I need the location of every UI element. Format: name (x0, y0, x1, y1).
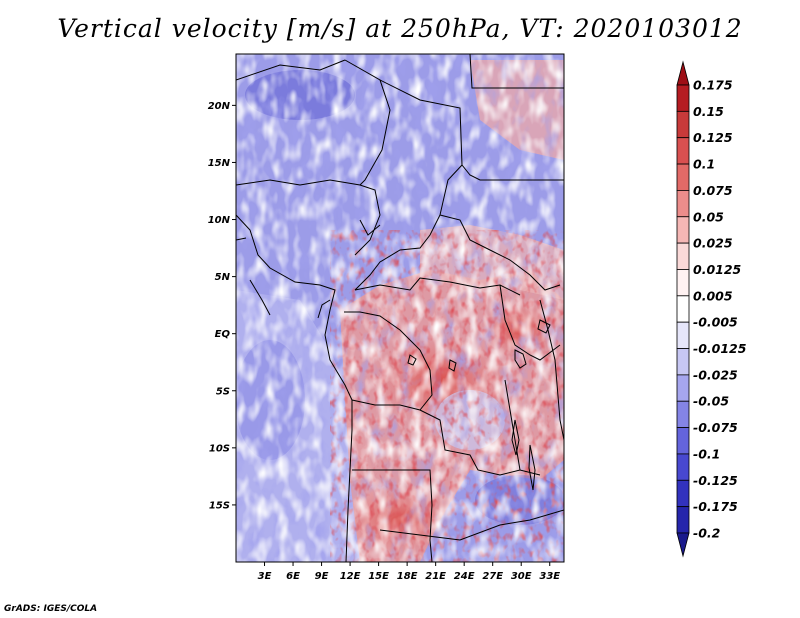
colorbar-label: 0.1 (693, 157, 715, 172)
country-borders (236, 54, 564, 562)
colorbar-label: -0.175 (693, 499, 738, 514)
lon-tick-label: 27E (482, 571, 503, 582)
lon-tick-label: 15E (368, 571, 389, 582)
lat-tick-label: EQ (215, 329, 231, 340)
colorbar-swatch (676, 269, 690, 297)
colorbar-swatch (676, 427, 690, 455)
colorbar-swatch (676, 84, 690, 112)
colorbar-swatch (676, 163, 690, 191)
plot-frame (235, 53, 565, 563)
colorbar-swatch (676, 216, 690, 244)
lon-tick-label: 21E (425, 571, 446, 582)
colorbar-swatch (676, 190, 690, 218)
vertical-velocity-field (236, 54, 564, 562)
latitude-axis: 20N 15N 10N 5N EQ 5S 10S 15S (208, 101, 236, 511)
longitude-axis: 3E 6E 9E 12E 15E 18E 21E 24E 27E 30E 33E (258, 562, 560, 582)
lat-tick-label: 15N (208, 158, 231, 169)
colorbar-label: 0.0125 (693, 262, 742, 277)
colorbar-label: 0.075 (693, 183, 733, 198)
grads-credit: GrADS: IGES/COLA (4, 604, 98, 614)
colorbar-swatch (676, 506, 690, 534)
colorbar-label: 0.175 (693, 78, 733, 93)
lon-tick-label: 24E (454, 571, 475, 582)
colorbar-max-arrow (676, 60, 690, 86)
colorbar-label: 0.025 (693, 236, 733, 251)
colorbar-swatch (676, 374, 690, 402)
lat-tick-label: 15S (209, 500, 230, 511)
lat-tick-label: 10S (209, 443, 230, 454)
lon-tick-label: 12E (340, 571, 361, 582)
colorbar-swatch (676, 453, 690, 481)
colorbar: 0.175 0.15 0.125 0.1 0.075 0.05 0.025 0.0125 0.0… (676, 60, 747, 558)
lon-tick-label: 3E (258, 571, 272, 582)
colorbar-swatch (676, 348, 690, 376)
lat-tick-label: 5S (216, 386, 230, 397)
colorbar-swatch (676, 479, 690, 508)
colorbar-swatch (676, 321, 690, 349)
colorbar-swatch (676, 110, 690, 139)
colorbar-label: 0.125 (693, 130, 733, 145)
lon-tick-label: 33E (539, 571, 560, 582)
colorbar-label: -0.1 (693, 446, 720, 461)
lat-tick-label: 10N (208, 215, 231, 226)
colorbar-label: 0.005 (693, 288, 733, 303)
colorbar-label: -0.0125 (693, 341, 747, 356)
colorbar-label: -0.075 (693, 420, 738, 435)
colorbar-label: -0.125 (693, 473, 738, 488)
lon-tick-label: 9E (315, 571, 329, 582)
lat-tick-label: 20N (208, 101, 231, 112)
colorbar-label: -0.005 (693, 315, 738, 330)
colorbar-label: -0.2 (693, 526, 720, 541)
colorbar-min-arrow (676, 532, 690, 558)
colorbar-label: -0.025 (693, 367, 738, 382)
colorbar-label: -0.05 (693, 394, 729, 409)
colorbar-swatch (676, 242, 690, 270)
lon-tick-label: 30E (511, 571, 532, 582)
lat-tick-label: 5N (215, 272, 231, 283)
lon-tick-label: 6E (286, 571, 300, 582)
colorbar-swatch (676, 295, 690, 323)
map-title: Vertical velocity [m/s] at 250hPa, VT: 2… (57, 14, 743, 43)
colorbar-swatch (676, 400, 690, 428)
colorbar-label: 0.15 (693, 104, 724, 119)
colorbar-swatch (676, 137, 690, 165)
colorbar-label: 0.05 (693, 209, 724, 224)
lon-tick-label: 18E (397, 571, 418, 582)
